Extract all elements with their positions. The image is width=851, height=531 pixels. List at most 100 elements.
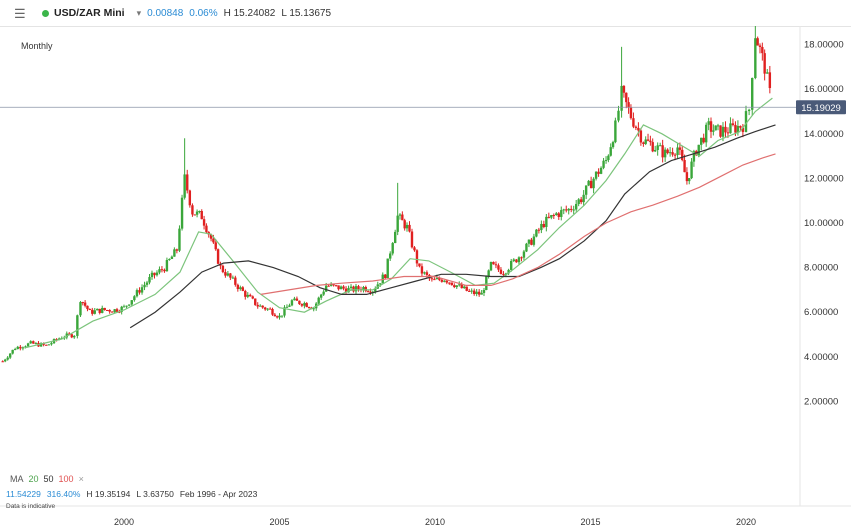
ma-100-line — [260, 153, 776, 295]
candle-up — [507, 269, 510, 274]
candle-down — [186, 174, 189, 191]
stat-value: 11.54229 — [6, 489, 41, 499]
candle-down — [502, 273, 505, 275]
candle-down — [408, 224, 411, 232]
candle-up — [475, 291, 478, 295]
candle-down — [425, 272, 429, 275]
candle-down — [438, 277, 441, 280]
candle-down — [55, 339, 58, 341]
candle-up — [290, 300, 294, 306]
candle-up — [133, 296, 136, 301]
candle-down — [547, 216, 551, 218]
candle-up — [47, 344, 51, 346]
candle-up — [396, 215, 399, 232]
candle-down — [19, 346, 22, 349]
candle-down — [702, 137, 705, 143]
candle-down — [499, 269, 503, 274]
candle-down — [681, 149, 684, 161]
candle-down — [81, 302, 84, 304]
legend-ma-100[interactable]: 100 — [58, 474, 74, 484]
candle-up — [101, 307, 104, 313]
candle-up — [482, 290, 486, 293]
candle-up — [278, 315, 281, 318]
candle-down — [268, 308, 272, 310]
candle-up — [594, 171, 598, 179]
chevron-down-icon[interactable]: ▾ — [136, 7, 142, 18]
candle-up — [391, 243, 394, 254]
candle-down — [671, 152, 674, 155]
candle-up — [113, 309, 116, 313]
candle-up — [148, 277, 151, 283]
candle-down — [212, 238, 215, 243]
candle-up — [584, 185, 588, 195]
instrument-header: ☰ USD/ZAR Mini ▾ 0.00848 0.06% H 15.2408… — [0, 0, 851, 27]
candle-up — [525, 243, 528, 252]
legend-ma-50[interactable]: 50 — [43, 474, 54, 484]
candle-down — [410, 231, 414, 248]
candle-down — [249, 294, 252, 297]
candle-down — [625, 92, 628, 103]
candle-down — [739, 125, 742, 128]
candle-up — [198, 211, 201, 213]
candle-down — [163, 269, 166, 272]
y-tick-label: 8.00000 — [804, 263, 838, 274]
candle-down — [649, 140, 652, 143]
candle-up — [754, 38, 757, 79]
candle-up — [485, 276, 488, 291]
candle-down — [42, 343, 45, 345]
candle-down — [448, 282, 451, 284]
candle-up — [303, 303, 306, 306]
current-price-tag — [796, 100, 846, 115]
candle-up — [130, 300, 133, 305]
candle-up — [512, 259, 515, 261]
candle-down — [254, 298, 257, 305]
candle-down — [570, 208, 573, 210]
candle-up — [34, 342, 38, 344]
candle-down — [468, 290, 471, 292]
candle-up — [26, 343, 30, 347]
candle-up — [293, 298, 296, 301]
close-icon[interactable]: × — [78, 474, 84, 484]
candle-down — [327, 285, 330, 287]
candle-up — [283, 307, 286, 316]
candle-down — [110, 311, 114, 313]
candle-down — [420, 266, 424, 274]
candle-down — [761, 46, 764, 54]
candle-down — [460, 284, 463, 289]
candle-up — [288, 305, 291, 307]
legend-ma-20[interactable]: 20 — [28, 474, 39, 484]
candle-up — [653, 149, 657, 152]
candle-up — [386, 258, 389, 279]
x-tick-label: 2020 — [736, 517, 756, 527]
candle-down — [273, 314, 277, 317]
candle-up — [374, 288, 377, 292]
candle-down — [224, 272, 227, 276]
candle-up — [165, 260, 169, 272]
candle-down — [627, 102, 630, 108]
candle-up — [349, 286, 353, 289]
candle-up — [550, 215, 553, 218]
candle-down — [115, 309, 119, 312]
price-chart[interactable]: 2.00000 4.00000 6.00000 8.00000 10.00000 12.0… — [0, 26, 851, 531]
hamburger-icon[interactable]: ☰ — [14, 5, 26, 21]
x-tick-label: 2015 — [580, 517, 600, 527]
candle-down — [234, 277, 237, 285]
candle-up — [322, 291, 325, 295]
candle-down — [477, 291, 481, 295]
price-change-pct: 0.06% — [189, 7, 218, 19]
candle-down — [401, 214, 404, 221]
range-stats: 11.54229 316.40% H 19.35194 L 3.63750 Fe… — [6, 489, 257, 499]
candle-down — [634, 126, 638, 128]
candle-up — [259, 305, 262, 307]
current-price-label: 15.19029 — [801, 103, 841, 114]
candle-down — [666, 149, 669, 154]
instrument-name[interactable]: USD/ZAR Mini — [54, 7, 125, 19]
candle-down — [632, 118, 635, 127]
candle-down — [337, 285, 340, 290]
candle-up — [24, 346, 27, 348]
candle-up — [405, 224, 409, 229]
candle-up — [120, 306, 123, 312]
candle-down — [357, 286, 360, 290]
candle-up — [729, 123, 732, 134]
candle-up — [285, 306, 289, 308]
